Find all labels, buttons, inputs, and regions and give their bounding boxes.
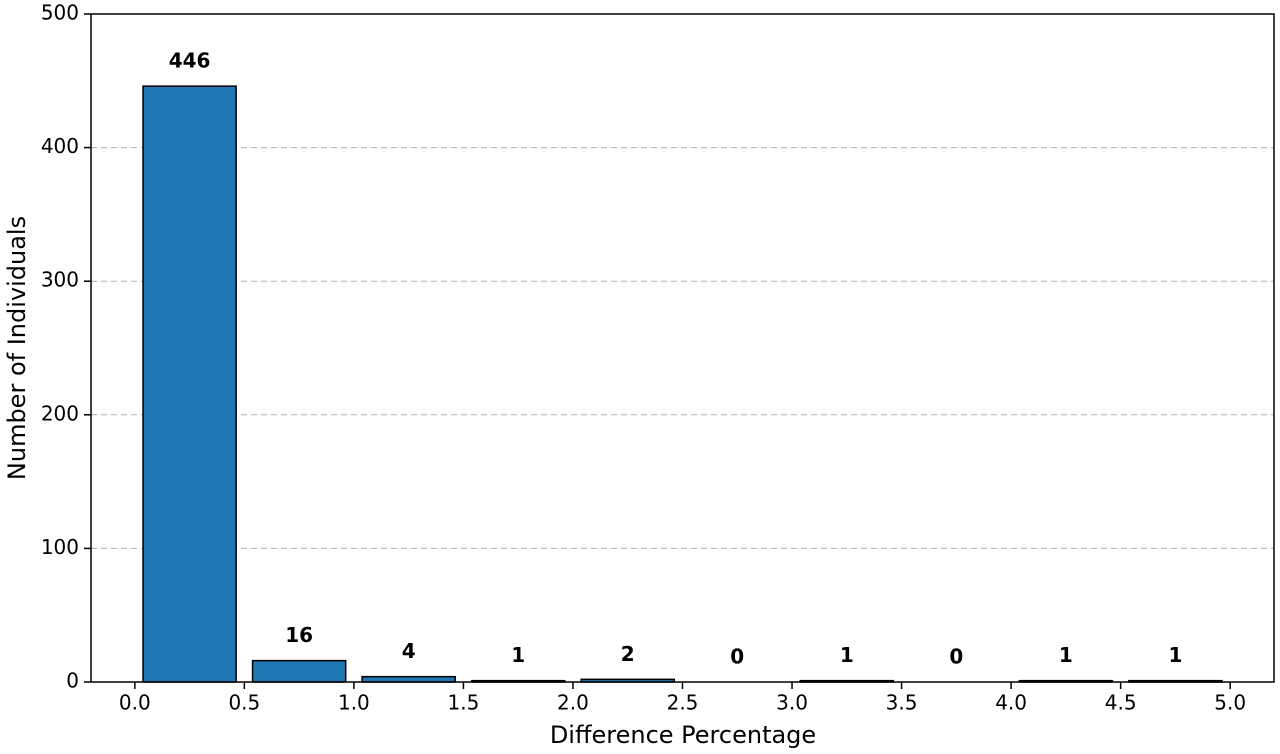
bar	[361, 675, 456, 683]
x-tick-label: 3.5	[886, 691, 918, 715]
y-tick-label: 300	[41, 268, 79, 292]
y-tick-label: 200	[41, 401, 79, 425]
x-tick-label: 5.0	[1214, 691, 1246, 715]
value-label: 0	[949, 645, 963, 669]
x-tick-label: 1.5	[448, 691, 480, 715]
y-axis-label: Number of Individuals	[3, 216, 31, 480]
plot-frame	[90, 13, 1275, 683]
value-label: 1	[1168, 643, 1182, 667]
bar	[251, 659, 347, 683]
x-axis-label: Difference Percentage	[550, 721, 816, 749]
value-label: 1	[511, 643, 525, 667]
value-label: 4	[402, 639, 416, 663]
value-label: 1	[840, 643, 854, 667]
y-tick-label: 400	[41, 134, 79, 158]
x-tick-label: 0.0	[119, 691, 151, 715]
y-tick-label: 100	[41, 535, 79, 559]
x-tick-label: 1.0	[338, 691, 370, 715]
value-label: 0	[730, 645, 744, 669]
value-label: 2	[621, 642, 635, 666]
x-tick-label: 3.0	[776, 691, 808, 715]
x-tick-label: 0.5	[228, 691, 260, 715]
x-tick-label: 2.5	[667, 691, 699, 715]
value-label: 1	[1059, 643, 1073, 667]
value-label: 446	[169, 49, 211, 73]
bar	[142, 85, 237, 683]
x-tick-label: 2.0	[557, 691, 589, 715]
y-tick-label: 0	[66, 669, 79, 693]
x-tick-label: 4.5	[1105, 691, 1137, 715]
value-label: 16	[285, 623, 313, 647]
y-tick-label: 500	[41, 1, 79, 25]
x-tick-label: 4.0	[995, 691, 1027, 715]
